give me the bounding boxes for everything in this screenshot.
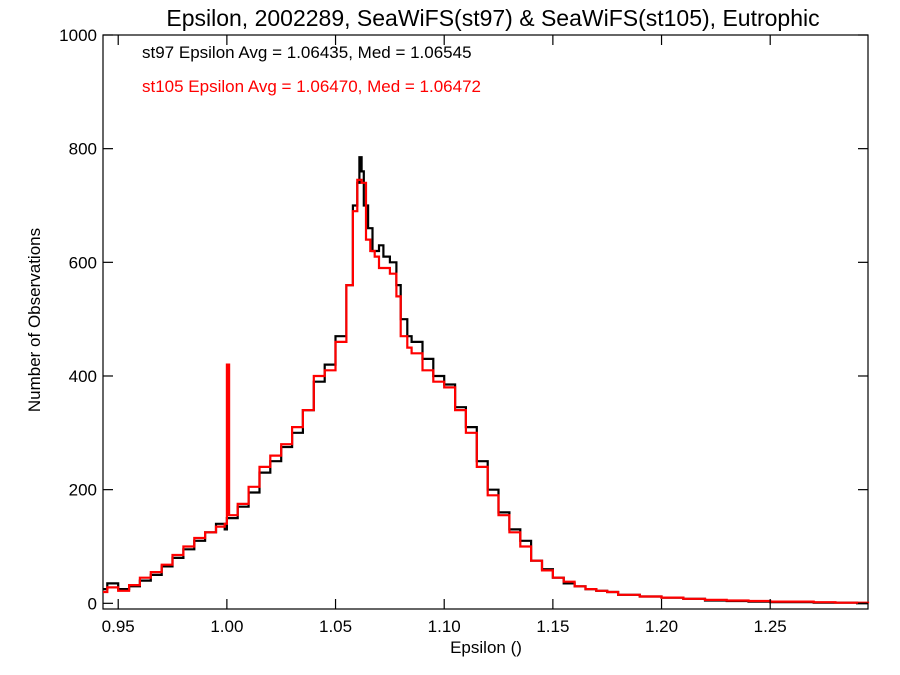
x-tick-label-3: 1.10 (428, 617, 461, 636)
x-tick-label-5: 1.20 (645, 617, 678, 636)
y-tick-label-4: 800 (69, 140, 97, 159)
y-tick-label-1: 200 (69, 481, 97, 500)
y-axis-ticks: 0 200 400 600 800 1000 (59, 26, 868, 613)
y-axis-label: Number of Observations (25, 228, 44, 412)
x-tick-label-0: 0.95 (102, 617, 135, 636)
series-line-0 (103, 156, 868, 605)
annotation-st105: st105 Epsilon Avg = 1.06470, Med = 1.064… (142, 77, 481, 96)
series-line-1 (103, 178, 870, 604)
y-tick-label-5: 1000 (59, 26, 97, 45)
chart-title: Epsilon, 2002289, SeaWiFS(st97) & SeaWiF… (166, 5, 819, 31)
x-axis-ticks: 0.95 1.00 1.05 1.10 1.15 1.20 1.25 (102, 35, 787, 636)
x-tick-label-2: 1.05 (319, 617, 352, 636)
y-tick-label-3: 600 (69, 253, 97, 272)
x-axis-label: Epsilon () (450, 638, 522, 657)
annotation-st97: st97 Epsilon Avg = 1.06435, Med = 1.0654… (142, 43, 472, 62)
x-tick-label-4: 1.15 (536, 617, 569, 636)
series-layer (103, 156, 870, 605)
x-tick-label-1: 1.00 (210, 617, 243, 636)
y-tick-label-0: 0 (88, 594, 97, 613)
x-tick-label-6: 1.25 (754, 617, 787, 636)
y-tick-label-2: 400 (69, 367, 97, 386)
plot-frame (102, 34, 869, 610)
